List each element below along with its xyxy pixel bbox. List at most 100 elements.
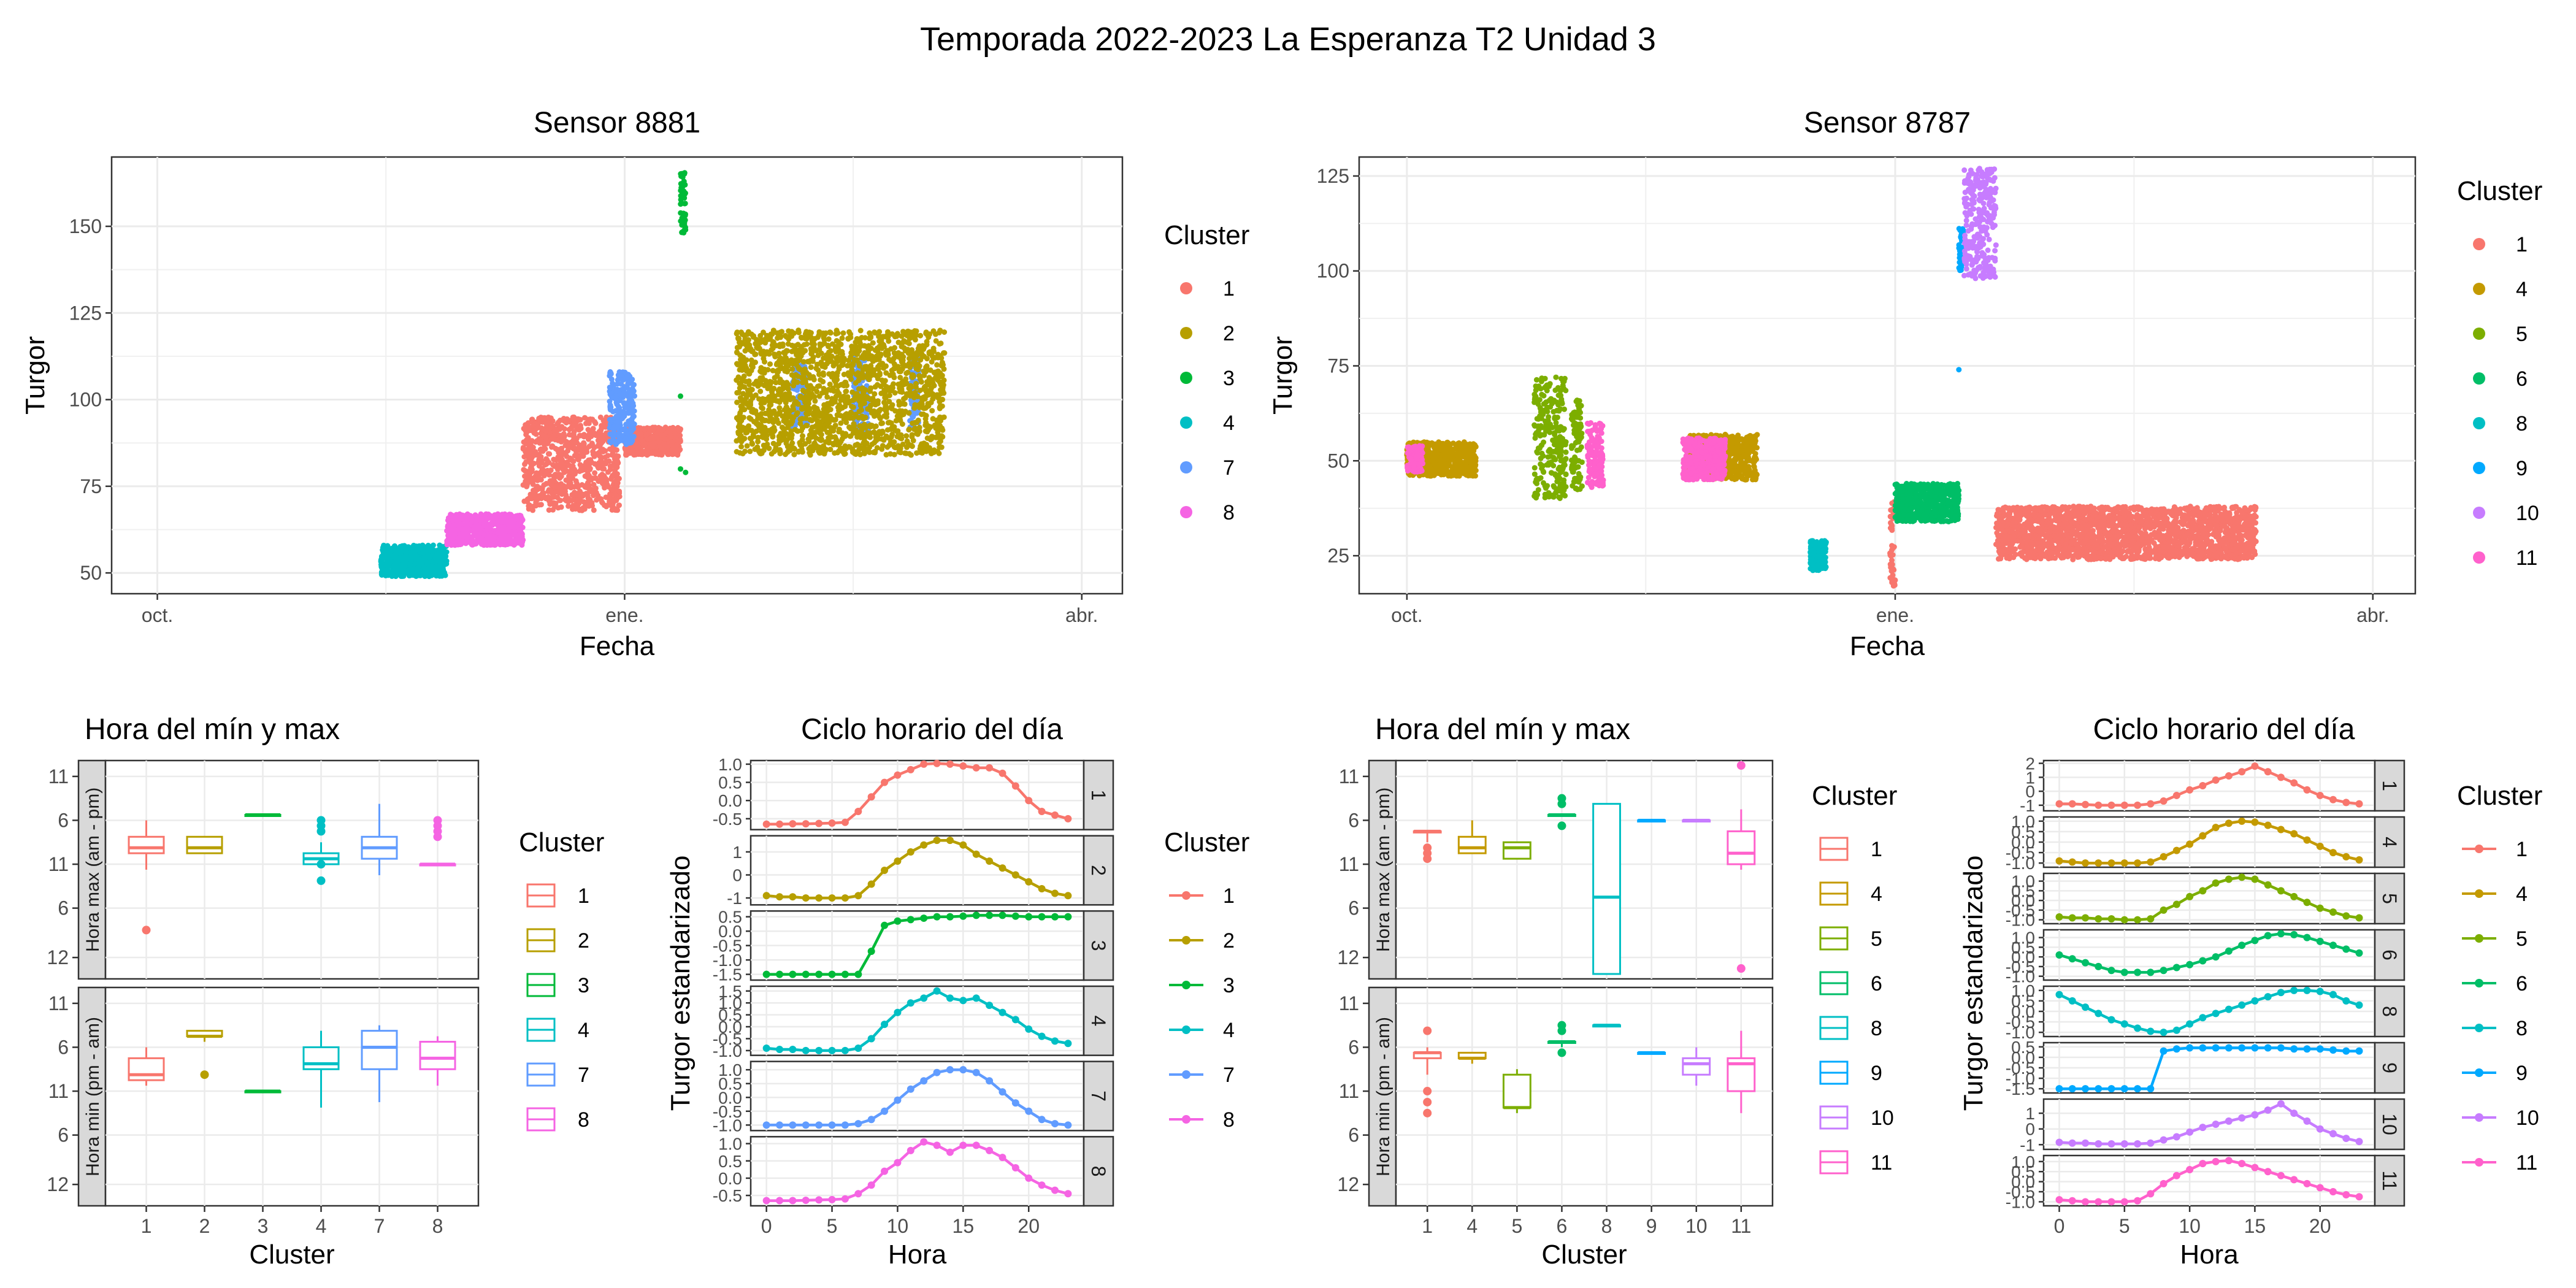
data-point: [607, 405, 613, 412]
data-point: [875, 375, 881, 381]
data-point: [607, 498, 613, 504]
data-point: [818, 422, 824, 428]
data-point: [826, 440, 832, 446]
data-point: [913, 332, 919, 337]
data-point: [682, 212, 688, 218]
data-point: [851, 423, 857, 429]
data-point: [840, 449, 846, 455]
data-point: [759, 377, 765, 383]
data-point: [797, 394, 803, 400]
data-point: [659, 427, 665, 433]
data-point: [527, 441, 533, 447]
data-point: [629, 405, 635, 412]
data-point: [821, 402, 827, 408]
data-point: [592, 470, 598, 476]
data-point: [397, 549, 403, 555]
data-point: [880, 361, 886, 367]
data-point: [515, 524, 520, 530]
data-point: [934, 362, 940, 368]
data-point: [575, 445, 581, 451]
data-point: [773, 411, 779, 417]
data-point: [412, 561, 418, 567]
data-point: [802, 389, 808, 395]
data-point: [548, 467, 554, 473]
data-point: [844, 383, 849, 389]
data-point: [545, 414, 551, 420]
data-point: [885, 329, 891, 335]
data-point: [426, 553, 432, 559]
data-point: [802, 366, 808, 372]
legend-key-dot: [1180, 416, 1192, 429]
figure-title: Temporada 2022-2023 La Esperanza T2 Unid…: [920, 21, 1656, 58]
data-point: [916, 426, 922, 432]
data-point: [815, 383, 821, 389]
data-point: [903, 376, 909, 382]
data-point: [747, 448, 753, 454]
data-point: [570, 416, 576, 423]
data-point: [821, 443, 826, 449]
y-axis-title: Turgor: [1268, 336, 1298, 415]
data-point: [561, 416, 567, 421]
data-point: [873, 437, 880, 443]
data-point: [430, 559, 436, 565]
data-point: [562, 442, 569, 448]
data-point: [818, 431, 824, 437]
data-point: [922, 383, 929, 389]
data-point: [624, 431, 630, 437]
data-point: [676, 426, 682, 432]
data-point: [888, 404, 894, 410]
data-point: [550, 507, 556, 513]
data-point: [886, 338, 892, 344]
data-point: [654, 431, 661, 437]
data-point: [791, 373, 797, 379]
data-point: [777, 329, 783, 335]
data-point: [422, 565, 428, 572]
data-point: [748, 386, 754, 393]
data-point: [760, 398, 766, 404]
data-point: [630, 423, 636, 429]
data-point: [579, 507, 585, 513]
data-point: [753, 378, 759, 385]
data-point: [859, 374, 865, 380]
data-point: [556, 484, 562, 490]
data-point: [605, 453, 611, 459]
data-point: [797, 416, 803, 422]
data-point: [864, 394, 870, 400]
data-point: [760, 448, 766, 454]
data-point: [551, 456, 557, 462]
data-point: [876, 334, 882, 340]
data-point: [886, 356, 892, 362]
data-point: [665, 451, 671, 458]
data-point: [869, 441, 875, 447]
data-point: [745, 329, 751, 335]
data-point: [491, 541, 496, 547]
data-point: [609, 447, 615, 453]
data-point: [423, 571, 429, 577]
data-point: [906, 385, 912, 391]
data-point: [595, 443, 601, 449]
data-point: [491, 519, 497, 526]
data-point: [615, 414, 621, 420]
y-tick-label: 125: [1317, 165, 1349, 187]
data-point: [901, 396, 907, 402]
data-point: [525, 435, 531, 441]
data-point: [494, 530, 500, 536]
data-point: [837, 440, 843, 447]
data-point: [764, 350, 770, 356]
data-point: [678, 393, 684, 399]
data-point: [437, 555, 443, 561]
data-point: [409, 566, 415, 572]
data-point: [794, 387, 800, 393]
data-point: [662, 442, 668, 448]
data-point: [838, 394, 845, 400]
data-point: [913, 381, 919, 386]
data-point: [839, 335, 845, 341]
data-point: [507, 539, 513, 545]
data-point: [738, 397, 744, 404]
data-point: [504, 519, 510, 525]
data-point: [816, 371, 822, 377]
data-point: [526, 495, 532, 501]
data-point: [935, 355, 941, 361]
data-point: [601, 418, 607, 424]
data-point: [542, 445, 548, 451]
